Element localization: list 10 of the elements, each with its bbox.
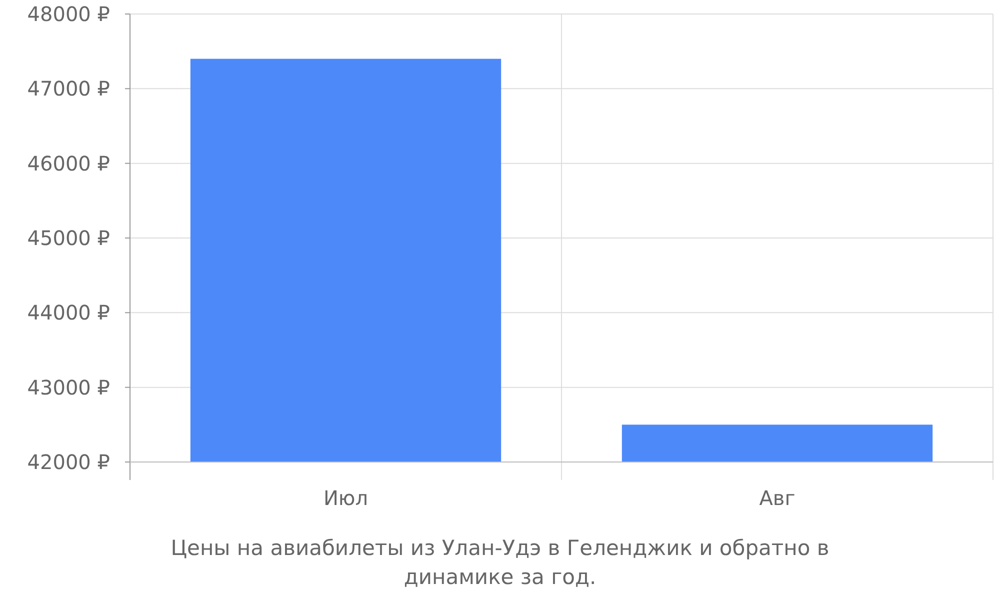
y-tick-label: 45000 ₽ bbox=[27, 226, 110, 250]
y-tick-label: 46000 ₽ bbox=[27, 151, 110, 176]
y-tick-label: 48000 ₽ bbox=[27, 2, 110, 26]
x-tick-label: Авг bbox=[759, 486, 796, 510]
text: Цены на авиабилеты из Улан-Удэ в Геленджик и обратно в динамике за год. bbox=[170, 536, 830, 589]
y-tick-label: 42000 ₽ bbox=[27, 450, 110, 474]
y-tick-label: 43000 ₽ bbox=[27, 375, 110, 400]
x-tick-label: Июл bbox=[323, 486, 368, 510]
y-tick-label: 44000 ₽ bbox=[27, 300, 110, 325]
y-tick-label: 47000 ₽ bbox=[27, 76, 110, 101]
